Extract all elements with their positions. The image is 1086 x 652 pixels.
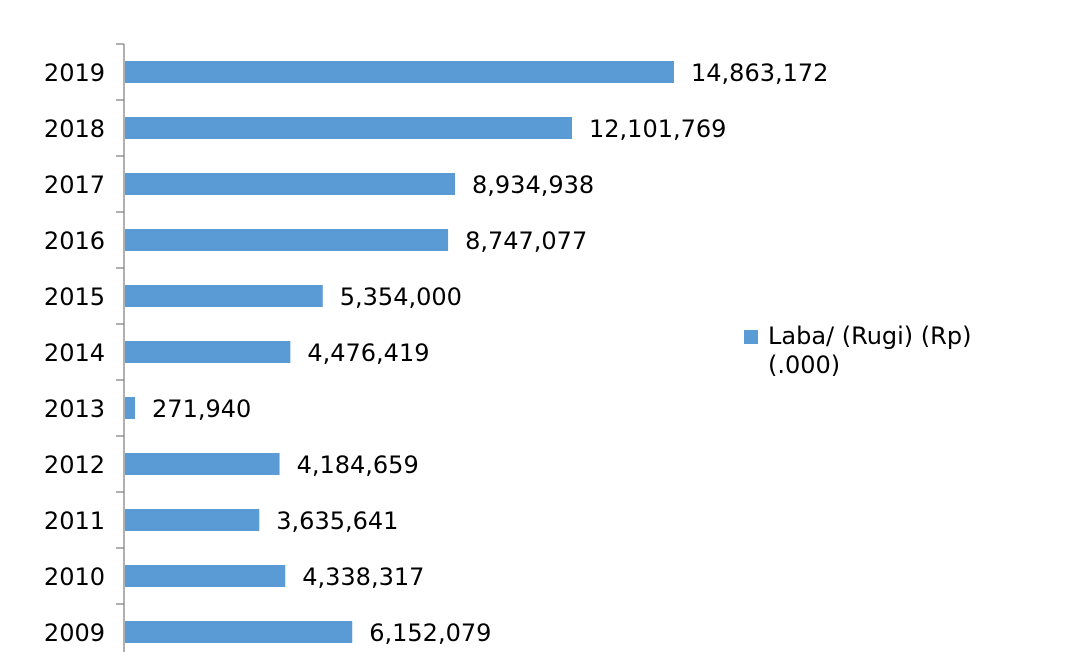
bar [125,173,456,195]
category-label: 2010 [44,563,105,591]
bar [125,621,353,643]
bar [125,229,449,251]
category-label: 2011 [44,507,105,535]
data-label: 4,184,659 [297,451,419,479]
data-label: 8,934,938 [472,171,594,199]
data-label: 3,635,641 [276,507,398,535]
category-label: 2015 [44,283,105,311]
data-label: 4,476,419 [307,339,429,367]
category-label: 2016 [44,227,105,255]
data-label: 271,940 [152,395,251,423]
category-label: 2012 [44,451,105,479]
data-label: 14,863,172 [691,59,828,87]
bar [125,117,573,139]
category-label: 2019 [44,59,105,87]
bar [125,341,291,363]
data-label: 12,101,769 [589,115,726,143]
bar [125,453,280,475]
category-label: 2009 [44,619,105,647]
legend-swatch [744,330,758,344]
bar [125,509,260,531]
bar [125,285,323,307]
legend-label: Laba/ (Rugi) (Rp) (.000) [768,322,972,379]
category-label: 2013 [44,395,105,423]
data-label: 6,152,079 [369,619,491,647]
data-label: 4,338,317 [302,563,424,591]
category-label: 2018 [44,115,105,143]
data-label: 5,354,000 [340,283,462,311]
bar [125,61,674,83]
legend: Laba/ (Rugi) (Rp) (.000) [744,322,1028,380]
bar [125,565,286,587]
category-label: 2017 [44,171,105,199]
data-label: 8,747,077 [465,227,587,255]
bar [125,397,136,419]
category-label: 2014 [44,339,105,367]
